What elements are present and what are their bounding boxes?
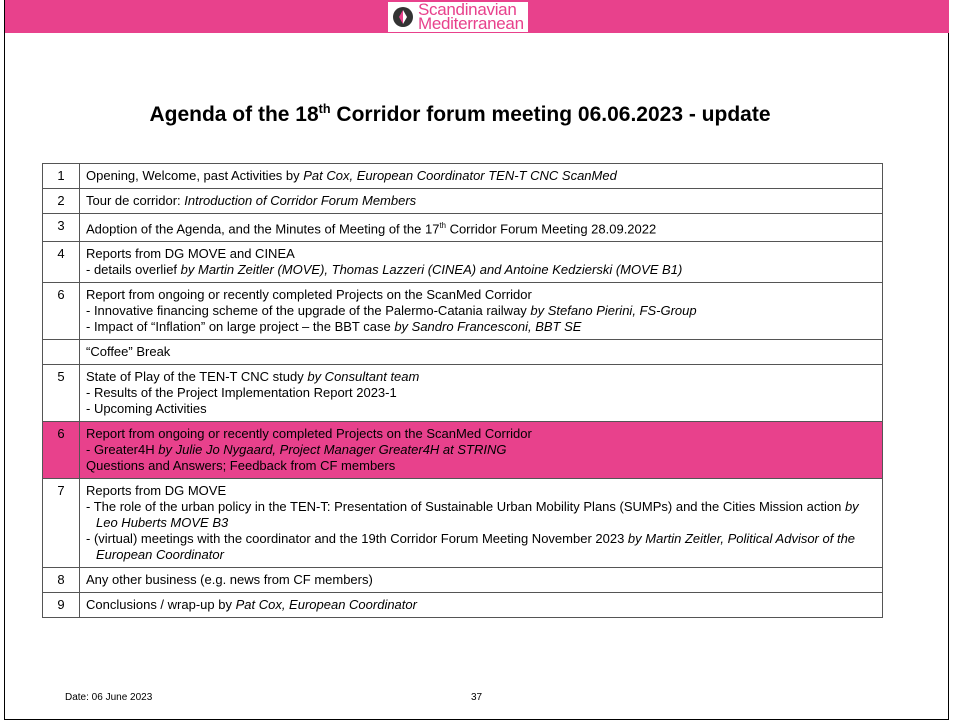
text-run: - The role of the urban policy in the TE…: [86, 499, 845, 515]
item-line: Report from ongoing or recently complete…: [86, 426, 876, 442]
item-text: Opening, Welcome, past Activities by Pat…: [79, 163, 883, 189]
text-run: Any other business (e.g. news from CF me…: [86, 572, 373, 588]
item-line: Adoption of the Agenda, and the Minutes …: [86, 218, 876, 237]
page-number: 37: [471, 692, 483, 703]
agenda-row: 5 State of Play of the TEN-T CNC study by…: [42, 364, 883, 423]
item-line: State of Play of the TEN-T CNC study by …: [86, 369, 876, 385]
item-text: Report from ongoing or recently complete…: [79, 421, 883, 480]
agenda-row: 1 Opening, Welcome, past Activities by Pa…: [42, 163, 883, 189]
text-run: Pat Cox, European Coordinator: [235, 597, 417, 613]
item-text: Reports from DG MOVE and CINEA - details …: [79, 241, 883, 284]
text-run: by Julie Jo Nygaard, Project Manager Gre…: [158, 442, 507, 458]
text-run: by Martin Zeitler, Political Advisor of …: [96, 531, 856, 563]
text-run: th: [318, 102, 331, 116]
item-number: 5: [42, 364, 80, 423]
item-number: 4: [42, 241, 80, 284]
item-text: Any other business (e.g. news from CF me…: [79, 567, 883, 594]
agenda-row: 8 Any other business (e.g. news from CF m…: [42, 567, 883, 594]
item-number: 6: [42, 421, 80, 480]
agenda-row: 3 Adoption of the Agenda, and the Minutes…: [42, 212, 883, 243]
agenda-row: 6 Report from ongoing or recently complet…: [42, 282, 883, 341]
item-line: Reports from DG MOVE: [86, 483, 876, 499]
agenda-row: 7 Reports from DG MOVE - The role of the u…: [42, 478, 883, 569]
text-run: Introduction of Corridor Forum Members: [184, 193, 417, 208]
text-run: - details overlief: [86, 262, 181, 278]
item-line: - The role of the urban policy in the TE…: [86, 499, 876, 531]
item-line: - (virtual) meetings with the coordinato…: [86, 531, 876, 563]
item-number: 9: [42, 592, 80, 619]
item-line: Conclusions / wrap-up by Pat Cox, Europe…: [86, 597, 876, 613]
item-number: 6: [42, 282, 80, 341]
item-number: 3: [42, 212, 80, 243]
text-run: Corridor forum meeting 06.06.2023 - upda…: [330, 103, 771, 126]
item-line: Questions and Answers; Feedback from CF …: [86, 458, 876, 474]
agenda-row: 6 Report from ongoing or recently complet…: [42, 421, 883, 480]
item-text: Report from ongoing or recently complete…: [79, 282, 883, 341]
item-line: - Greater4H by Julie Jo Nygaard, Project…: [86, 442, 876, 458]
item-number: 2: [42, 188, 80, 214]
item-line: Reports from DG MOVE and CINEA: [86, 246, 876, 262]
text-run: by Stefano Pierini, FS-Group: [530, 303, 697, 319]
agenda-row: 2 Tour de corridor: Introduction of Corri…: [42, 188, 883, 214]
item-text: “Coffee” Break: [79, 339, 883, 366]
text-run: - Upcoming Activities: [86, 401, 207, 417]
text-run: by Consultant team: [307, 369, 420, 385]
item-text: Adoption of the Agenda, and the Minutes …: [79, 212, 883, 243]
item-line: Tour de corridor: Introduction of Corrid…: [86, 193, 876, 209]
item-number: 1: [42, 163, 80, 189]
text-run: State of Play of the TEN-T CNC study: [86, 369, 308, 385]
footer-date: Date: 06 June 2023: [65, 692, 153, 703]
text-run: Adoption of the Agenda, and the Minutes …: [86, 221, 440, 237]
item-text: Conclusions / wrap-up by Pat Cox, Europe…: [79, 592, 883, 619]
item-line: - Innovative financing scheme of the upg…: [86, 303, 876, 319]
text-run: “Coffee” Break: [86, 344, 171, 360]
logo-text: Scandinavian Mediterranean: [418, 0, 524, 33]
text-run: Agenda of the 18: [149, 103, 319, 126]
item-text: State of Play of the TEN-T CNC study by …: [79, 364, 883, 423]
slide-frame: [4, 0, 949, 720]
text-run: Reports from DG MOVE: [86, 483, 227, 499]
agenda-row: “Coffee” Break: [42, 339, 883, 366]
text-run: Opening, Welcome, past Activities by: [86, 168, 304, 183]
agenda-row: 4 Reports from DG MOVE and CINEA - details…: [42, 241, 883, 284]
logo: Scandinavian Mediterranean: [388, 0, 528, 33]
text-run: - Greater4H: [86, 442, 159, 458]
text-run: - (virtual) meetings with the coordinato…: [86, 531, 628, 547]
text-run: - Innovative financing scheme of the upg…: [86, 303, 531, 319]
logo-icon: [393, 7, 413, 27]
item-line: - details overlief by Martin Zeitler (MO…: [86, 262, 876, 278]
item-line: “Coffee” Break: [86, 344, 876, 360]
text-run: by Martin Zeitler (MOVE), Thomas Lazzeri…: [180, 262, 683, 278]
item-line: - Results of the Project Implementation …: [86, 385, 876, 401]
text-run: Reports from DG MOVE and CINEA: [86, 246, 295, 262]
logo-line: Mediterranean: [418, 14, 524, 33]
item-number: [42, 339, 80, 366]
text-run: by Sandro Francesconi, BBT SE: [394, 319, 582, 335]
text-run: th: [439, 221, 446, 230]
item-line: Opening, Welcome, past Activities by Pat…: [86, 168, 876, 184]
logo-line: Scandinavian: [418, 0, 517, 19]
text-run: Report from ongoing or recently complete…: [86, 287, 532, 303]
text-run: by Leo Huberts MOVE B3: [96, 499, 859, 531]
text-run: - Impact of “Inflation” on large project…: [86, 319, 395, 335]
item-line: - Impact of “Inflation” on large project…: [86, 319, 876, 335]
text-run: Questions and Answers; Feedback from CF …: [86, 458, 396, 474]
item-line: - Upcoming Activities: [86, 401, 876, 417]
item-line: Report from ongoing or recently complete…: [86, 287, 876, 303]
agenda-table: 1 Opening, Welcome, past Activities by Pa…: [42, 163, 883, 619]
item-text: Tour de corridor: Introduction of Corrid…: [79, 188, 883, 214]
text-run: Report from ongoing or recently complete…: [86, 426, 532, 442]
text-run: Corridor Forum Meeting 28.09.2022: [445, 221, 657, 237]
item-number: 8: [42, 567, 80, 594]
text-run: Pat Cox, European Coordinator TEN-T CNC …: [303, 168, 617, 183]
text-run: Conclusions / wrap-up by: [86, 597, 236, 613]
text-run: Tour de corridor:: [86, 193, 185, 208]
text-run: - Results of the Project Implementation …: [86, 385, 397, 401]
agenda-row: 9 Conclusions / wrap-up by Pat Cox, Europ…: [42, 592, 883, 619]
item-number: 7: [42, 478, 80, 569]
slide-title: Agenda of the 18th Corridor forum meetin…: [0, 102, 920, 127]
item-line: Any other business (e.g. news from CF me…: [86, 572, 876, 588]
item-text: Reports from DG MOVE - The role of the ur…: [79, 478, 883, 569]
